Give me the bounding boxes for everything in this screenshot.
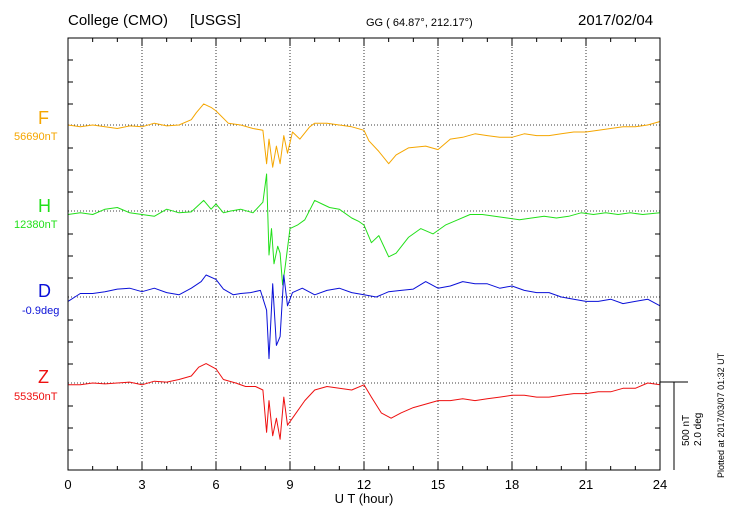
network-label: [USGS] [190,12,241,29]
scale-nt-label: 500 nT [681,414,692,446]
x-tick-labels: 0 3 6 9 12 15 18 21 24 [64,477,667,492]
plotted-note: Plotted at 2017/03/07 01:32 UT [716,352,726,478]
x-tick-label: 15 [431,477,445,492]
series-h-line [67,173,661,286]
series-z-label: Z [38,367,49,387]
station-title: College (CMO) [68,12,169,29]
series-f-baseline: 56690nT [14,131,58,143]
scale-bar [660,381,688,470]
x-tick-label: 12 [357,477,371,492]
x-tick-label: 18 [505,477,519,492]
series-d-baseline: -0.9deg [22,305,60,317]
x-tick-label: 9 [286,477,293,492]
x-ticks [67,38,661,470]
series-f-label: F [38,108,49,128]
x-tick-label: 6 [212,477,219,492]
series-z-line [68,363,661,440]
series-f-line [67,103,661,168]
x-axis-label: U T (hour) [335,491,394,506]
x-tick-label: 3 [138,477,145,492]
grid-lines [141,38,587,470]
series-d-label: D [38,281,51,301]
scale-deg-label: 2.0 deg [693,412,704,446]
station-coordinates: GG ( 64.87°, 212.17°) [366,17,473,29]
series-h-baseline: 12380nT [14,219,58,231]
x-tick-label: 0 [64,477,71,492]
date-label: 2017/02/04 [578,12,654,29]
x-tick-label: 21 [579,477,593,492]
series-z-baseline: 55350nT [14,391,58,403]
x-tick-label: 24 [653,477,667,492]
series-h-label: H [38,196,51,216]
series-d-line [67,274,661,360]
series-lines [67,103,661,440]
